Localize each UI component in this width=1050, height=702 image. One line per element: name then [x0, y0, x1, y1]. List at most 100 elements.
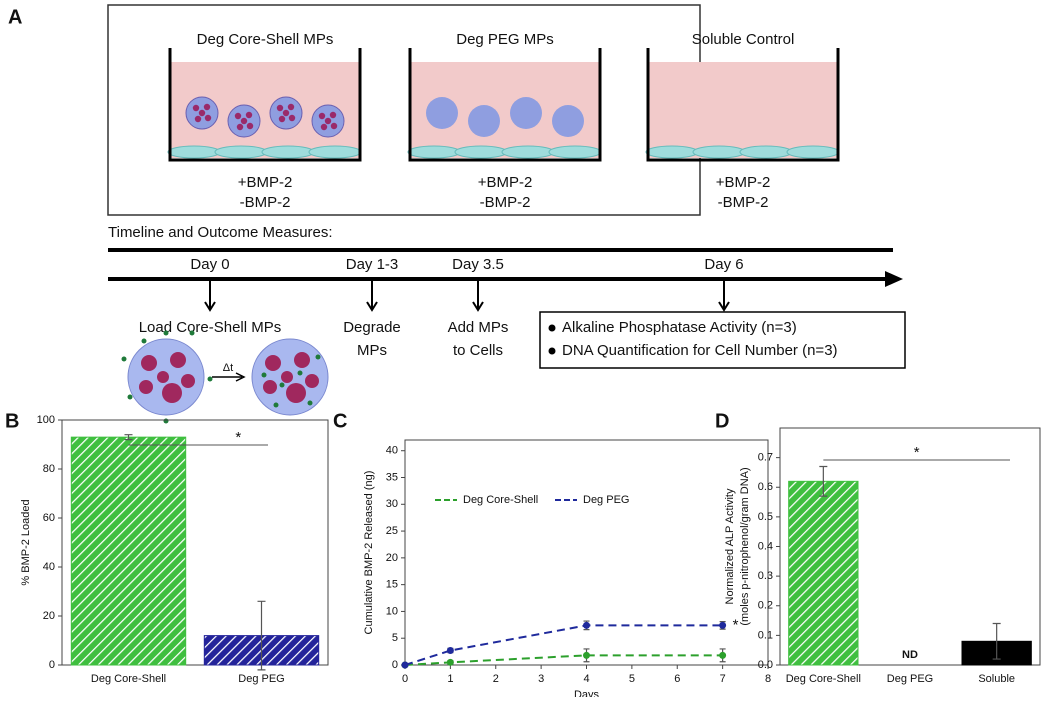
- core: [157, 371, 169, 383]
- core: [318, 112, 326, 120]
- measure: DNA Quantification for Cell Number (n=3): [562, 342, 838, 359]
- y-tick-label: 35: [386, 471, 398, 483]
- core: [276, 104, 284, 112]
- well: [168, 48, 362, 162]
- protein: [315, 354, 321, 360]
- protein: [163, 330, 169, 336]
- well-title: Soluble Control: [692, 31, 795, 48]
- y-tick-label: 10: [386, 605, 398, 617]
- series-line: [404, 654, 723, 666]
- step-label: Degrade: [343, 319, 401, 336]
- y-tick-label: 30: [386, 498, 398, 510]
- y-tick-label: 100: [37, 414, 55, 426]
- y-axis-label: Normalized ALP Activity: [724, 488, 736, 604]
- day-label: Day 1-3: [346, 256, 399, 273]
- delta-label: Δt: [223, 362, 233, 374]
- x-tick-label: 3: [538, 673, 544, 685]
- point: [719, 621, 727, 629]
- x-tick-label: 8: [765, 673, 771, 685]
- plot-frame: [404, 439, 769, 666]
- core: [194, 115, 202, 123]
- core: [288, 114, 296, 122]
- condition: +BMP-2: [478, 174, 533, 191]
- microparticle: [552, 105, 584, 137]
- step-label: MPs: [357, 342, 387, 359]
- cell: [308, 145, 362, 159]
- measure: Alkaline Phosphatase Activity (n=3): [562, 319, 797, 336]
- core: [170, 352, 186, 368]
- point: [446, 647, 454, 655]
- x-tick-label: 0: [402, 673, 408, 685]
- core: [320, 123, 328, 131]
- cell: [548, 145, 602, 159]
- core: [139, 380, 153, 394]
- cell: [167, 145, 221, 159]
- protein: [141, 338, 147, 344]
- core: [181, 374, 195, 388]
- protein: [189, 330, 195, 336]
- timeline-title: Timeline and Outcome Measures:: [108, 224, 333, 241]
- protein: [163, 418, 169, 424]
- cell: [407, 145, 461, 159]
- x-axis-label: Days: [574, 689, 600, 697]
- y-tick-label: 0.7: [758, 452, 773, 464]
- y-tick-label: 0: [392, 659, 398, 671]
- error-bar: [124, 434, 133, 441]
- x-tick-label: Deg PEG: [238, 673, 284, 685]
- cell: [692, 145, 746, 159]
- bar: [788, 480, 859, 666]
- core: [204, 114, 212, 122]
- day-label: Day 0: [190, 256, 229, 273]
- y-axis-label: Cumulative BMP-2 Released (ng): [363, 471, 375, 635]
- arrow-head: [718, 301, 730, 312]
- protein: [207, 376, 213, 382]
- arrow-head: [204, 301, 216, 312]
- value-label: ND: [902, 649, 918, 661]
- bullet: [548, 324, 556, 332]
- error-bar: [992, 622, 1001, 660]
- well-title: Deg PEG MPs: [456, 31, 554, 48]
- plot-frame: [61, 419, 329, 666]
- significance-mark: *: [733, 616, 739, 633]
- protein: [127, 394, 133, 400]
- core: [324, 117, 332, 125]
- microparticle: [426, 97, 458, 129]
- cell: [214, 145, 268, 159]
- core: [329, 111, 337, 119]
- core: [162, 383, 182, 403]
- y-tick-label: 5: [392, 632, 398, 644]
- point: [401, 661, 409, 669]
- core: [203, 103, 211, 111]
- core: [246, 122, 254, 130]
- well: [646, 48, 840, 162]
- y-tick-label: 0.2: [758, 600, 773, 612]
- y-tick-label: 80: [43, 463, 55, 475]
- panel-label: A: [8, 6, 22, 28]
- cell: [261, 145, 315, 159]
- significance-mark: *: [914, 444, 920, 461]
- medium: [648, 62, 838, 158]
- bar: [70, 436, 187, 666]
- timeline-arrowhead: [885, 271, 903, 287]
- condition: -BMP-2: [240, 194, 291, 211]
- core: [281, 371, 293, 383]
- step-label: Load Core-Shell MPs: [139, 319, 282, 336]
- condition: -BMP-2: [718, 194, 769, 211]
- microparticle: [510, 97, 542, 129]
- core: [141, 355, 157, 371]
- step-label: to Cells: [453, 342, 503, 359]
- core: [294, 352, 310, 368]
- x-tick-label: Deg Core-Shell: [91, 673, 166, 685]
- protein: [121, 356, 127, 362]
- core: [236, 123, 244, 131]
- core: [265, 355, 281, 371]
- error-bar: [819, 465, 828, 497]
- series-line: [404, 624, 723, 666]
- core: [305, 374, 319, 388]
- x-tick-label: 1: [447, 673, 453, 685]
- y-tick-label: 0.3: [758, 570, 773, 582]
- cell: [501, 145, 555, 159]
- x-tick-label: 6: [674, 673, 680, 685]
- core: [282, 109, 290, 117]
